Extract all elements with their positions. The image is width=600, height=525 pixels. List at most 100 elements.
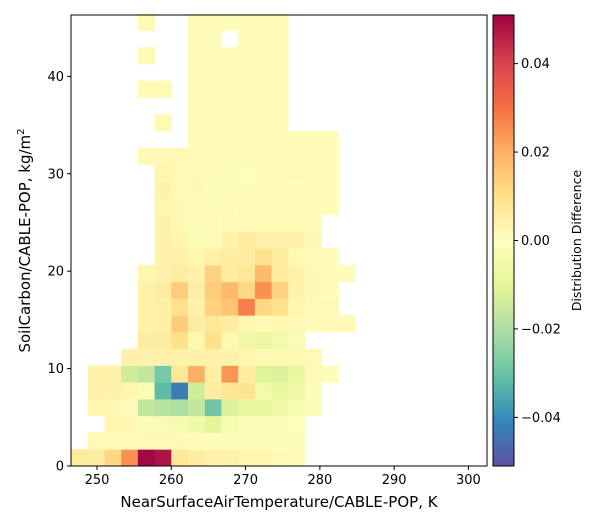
x-tick-label: 260 bbox=[159, 473, 184, 488]
heatmap-cell bbox=[188, 97, 206, 115]
heatmap-cell bbox=[137, 264, 155, 283]
heatmap-cell bbox=[238, 264, 256, 283]
heatmap-cell bbox=[238, 147, 256, 165]
heatmap-cell bbox=[87, 432, 105, 450]
x-axis-label: NearSurfaceAirTemperature/CABLE-POP, K bbox=[120, 493, 438, 511]
heatmap-cell bbox=[204, 281, 222, 299]
heatmap-cell bbox=[254, 398, 272, 417]
heatmap-cell bbox=[188, 197, 206, 216]
heatmap-cell bbox=[137, 298, 155, 316]
heatmap-cell bbox=[305, 164, 323, 182]
heatmap-cell bbox=[171, 331, 189, 350]
heatmap-cell bbox=[104, 432, 122, 450]
heatmap-cell bbox=[271, 47, 289, 65]
heatmap-cell bbox=[137, 432, 155, 450]
heatmap-cell bbox=[305, 147, 323, 165]
heatmap-cell bbox=[254, 331, 272, 350]
y-axis: 0 10 20 30 40 bbox=[47, 70, 71, 475]
heatmap-cell bbox=[137, 47, 155, 65]
heatmap-cell bbox=[288, 382, 306, 400]
heatmap-cell bbox=[288, 315, 306, 333]
heatmap-cell bbox=[154, 231, 172, 249]
heatmap-cell bbox=[321, 197, 339, 216]
heatmap-cell bbox=[221, 382, 239, 400]
x-tick-label: 300 bbox=[456, 473, 481, 488]
heatmap-cell bbox=[221, 231, 239, 249]
heatmap-cell bbox=[338, 264, 356, 283]
heatmap-cell bbox=[121, 415, 139, 433]
heatmap-cell bbox=[238, 47, 256, 65]
heatmap-cell bbox=[188, 432, 206, 450]
heatmap-cell bbox=[221, 63, 239, 82]
x-tick-label: 290 bbox=[382, 473, 407, 488]
heatmap-cell bbox=[121, 398, 139, 417]
heatmap-cell bbox=[238, 415, 256, 433]
heatmap-cell bbox=[188, 331, 206, 350]
heatmap-cell bbox=[288, 214, 306, 232]
heatmap-cell bbox=[221, 97, 239, 115]
heatmap-cell bbox=[221, 365, 239, 383]
heatmap-cell bbox=[254, 164, 272, 182]
heatmap-cell bbox=[204, 63, 222, 82]
heatmap-cell bbox=[204, 97, 222, 115]
heatmap-cell bbox=[137, 80, 155, 98]
heatmap-cell bbox=[271, 164, 289, 182]
heatmap-cell bbox=[204, 248, 222, 266]
heatmap-cell bbox=[154, 382, 172, 400]
heatmap-cell bbox=[204, 47, 222, 65]
heatmap-cell bbox=[204, 164, 222, 182]
heatmap-cell bbox=[188, 298, 206, 316]
heatmap-cell bbox=[154, 449, 172, 467]
heatmap-cell bbox=[188, 30, 206, 48]
heatmap-cell bbox=[87, 449, 105, 467]
heatmap-cell bbox=[171, 432, 189, 450]
heatmap-cell bbox=[137, 382, 155, 400]
heatmap-cell bbox=[154, 348, 172, 366]
heatmap-cell bbox=[288, 181, 306, 199]
heatmap-cell bbox=[271, 248, 289, 266]
heatmap-cell bbox=[254, 181, 272, 199]
heatmap-cell bbox=[271, 365, 289, 383]
heatmap-cell bbox=[321, 164, 339, 182]
heatmap-cell bbox=[171, 231, 189, 249]
heatmap-cell bbox=[271, 63, 289, 82]
heatmap-cell bbox=[204, 264, 222, 283]
heatmap-cells bbox=[71, 13, 356, 467]
heatmap-cell bbox=[305, 281, 323, 299]
heatmap-cell bbox=[171, 315, 189, 333]
y-tick-label: 30 bbox=[47, 167, 64, 182]
heatmap-cell bbox=[254, 47, 272, 65]
heatmap-cell bbox=[121, 382, 139, 400]
heatmap-cell bbox=[204, 114, 222, 132]
heatmap-cell bbox=[271, 80, 289, 98]
heatmap-cell bbox=[238, 331, 256, 350]
heatmap-cell bbox=[288, 398, 306, 417]
heatmap-cell bbox=[137, 281, 155, 299]
heatmap-cell bbox=[321, 181, 339, 199]
heatmap-cell bbox=[188, 63, 206, 82]
heatmap-cell bbox=[321, 130, 339, 149]
heatmap-cell bbox=[188, 130, 206, 149]
heatmap-cell bbox=[238, 13, 256, 31]
heatmap-cell bbox=[204, 348, 222, 366]
heatmap-cell bbox=[154, 164, 172, 182]
heatmap-cell bbox=[154, 298, 172, 316]
y-axis-label-superscript: 2 bbox=[16, 128, 27, 134]
heatmap-cell bbox=[254, 315, 272, 333]
heatmap-cell bbox=[221, 281, 239, 299]
colorbar-label: Distribution Difference bbox=[569, 170, 584, 312]
heatmap-cell bbox=[171, 248, 189, 266]
heatmap-cell bbox=[271, 214, 289, 232]
heatmap-cell bbox=[204, 147, 222, 165]
heatmap-cell bbox=[238, 130, 256, 149]
heatmap-cell bbox=[188, 449, 206, 467]
heatmap-cell bbox=[321, 298, 339, 316]
heatmap-cell bbox=[188, 214, 206, 232]
heatmap-cell bbox=[271, 130, 289, 149]
heatmap-cell bbox=[154, 264, 172, 283]
heatmap-cell bbox=[254, 13, 272, 31]
heatmap-cell bbox=[338, 315, 356, 333]
heatmap-cell bbox=[137, 415, 155, 433]
heatmap-cell bbox=[305, 248, 323, 266]
heatmap-cell bbox=[137, 348, 155, 366]
